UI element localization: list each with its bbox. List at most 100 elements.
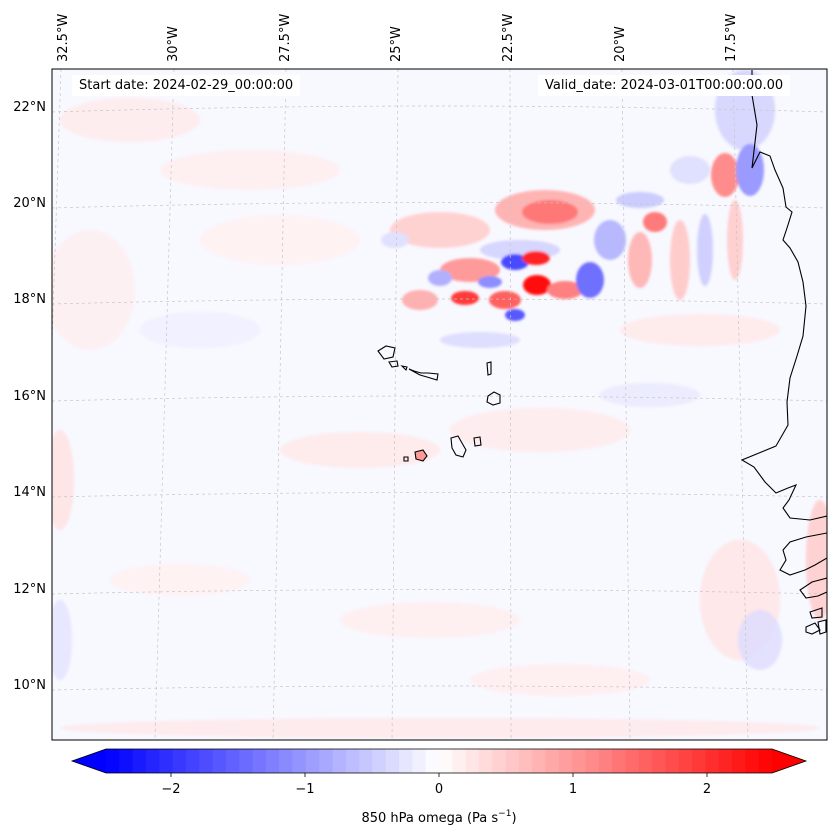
island-santa-luzia [400, 365, 408, 372]
colorbar-cell [678, 749, 693, 773]
wave-patch [489, 291, 521, 309]
island-brava [403, 456, 409, 462]
colorbar-tick-label: −2 [161, 782, 180, 797]
parallel-line [52, 589, 827, 595]
colorbar-cell [332, 749, 347, 773]
island-santiago [450, 435, 467, 458]
weak-patch [806, 500, 827, 620]
colorbar-cell [692, 749, 706, 773]
colorbar-cell [399, 749, 413, 773]
wave-patch [697, 214, 713, 286]
lon-label: 32.5°W [56, 14, 71, 62]
island [817, 619, 827, 635]
island-fogo [414, 449, 428, 462]
wave-patch [440, 258, 500, 282]
meridian-line [391, 69, 399, 740]
meridian-line [272, 69, 287, 740]
colorbar-cell [239, 749, 254, 773]
colorbar-cell [665, 749, 680, 773]
colorbar-tick-labels: −2 −1 0 1 2 [161, 782, 711, 797]
colorbar-outline [70, 748, 808, 774]
weak-patch [600, 383, 700, 407]
colorbar-label-text: 850 hPa omega (Pa s [361, 811, 498, 826]
start-date-label: Start date: 2024-02-29_00:00:00 [72, 75, 301, 96]
colorbar-cell [572, 749, 587, 773]
colorbar-cell [652, 749, 667, 773]
colorbar-cell [705, 749, 720, 773]
parallel-line [52, 492, 827, 498]
weak-patch [450, 408, 630, 452]
colorbar-cell [625, 749, 640, 773]
weak-patch [620, 314, 780, 346]
colorbar-cell [532, 749, 547, 773]
wave-patch [594, 220, 626, 260]
colorbar-cell [718, 749, 733, 773]
meridian-line [154, 69, 175, 740]
parallel-line [52, 202, 827, 209]
colorbar-cell [518, 749, 533, 773]
valid-date-label: Valid_date: 2024-03-01T00:00:00.00 [538, 75, 791, 96]
wave-patch [670, 220, 690, 300]
colorbar-cell [505, 749, 520, 773]
colorbar-cell [359, 749, 373, 773]
meridian-line [732, 69, 749, 740]
colorbar-tick-label: 0 [435, 782, 443, 797]
colorbar-cell [452, 749, 467, 773]
colorbar-cell [265, 749, 280, 773]
colorbar-cell [492, 749, 507, 773]
weak-patch [110, 564, 250, 596]
colorbar-cell [212, 749, 227, 773]
colorbar-ticks [170, 773, 708, 777]
colorbar-cell [199, 749, 214, 773]
wave-patch [670, 156, 710, 184]
colorbar-cell [145, 749, 160, 773]
wave-patch [478, 276, 502, 288]
weak-patch [470, 664, 650, 696]
colorbar-cell [319, 749, 334, 773]
lon-label: 22.5°W [501, 14, 516, 62]
weak-background-patches [52, 70, 827, 738]
lon-label: 27.5°W [278, 14, 293, 62]
colorbar-cell [412, 749, 427, 773]
lon-label: 30°W [166, 26, 181, 62]
island [809, 607, 823, 619]
colorbar-cell [292, 749, 307, 773]
longitude-labels: 32.5°W 30°W 27.5°W 25°W 22.5°W 20°W 17.5… [56, 14, 739, 62]
lat-label: 10°N [13, 678, 46, 693]
lat-label: 18°N [13, 292, 46, 307]
weak-patch [200, 215, 360, 265]
wave-band [381, 144, 764, 348]
parallel-line [52, 685, 827, 691]
island-sal [486, 361, 492, 376]
africa-coastline [779, 532, 827, 576]
africa-coastline [799, 577, 827, 599]
weak-patch [160, 150, 340, 190]
wave-patch [428, 270, 452, 286]
colorbar-extend-high [772, 749, 806, 773]
lat-label: 14°N [13, 485, 46, 500]
colorbar-label: 850 hPa omega (Pa s−1) [361, 809, 516, 826]
island-santo-antao [377, 345, 396, 360]
wave-patch [628, 232, 652, 288]
colorbar-cell [252, 749, 267, 773]
wave-patch [711, 153, 739, 197]
wave-patch [522, 251, 550, 265]
weak-patch [340, 602, 520, 638]
meridian-line [621, 69, 631, 740]
colorbar-tick-label: 2 [703, 782, 711, 797]
coastlines [740, 70, 827, 635]
colorbar-cell [185, 749, 200, 773]
colorbar-cell [172, 749, 187, 773]
colorbar-label-exponent: −1 [498, 809, 511, 819]
lat-label: 16°N [13, 389, 46, 404]
colorbar: −2 −1 0 1 2 850 hPa omega (Pa s−1) [70, 748, 808, 826]
parallel-line [52, 298, 827, 305]
wave-patch [547, 281, 583, 299]
parallel-line [52, 105, 827, 113]
latitude-labels: 22°N 20°N 18°N 16°N 14°N 12°N 10°N [13, 100, 46, 693]
lon-label: 20°W [613, 26, 628, 62]
colorbar-cell [439, 749, 453, 773]
colorbar-gradient [106, 749, 773, 773]
wave-patch [643, 212, 667, 232]
colorbar-cell [598, 749, 613, 773]
